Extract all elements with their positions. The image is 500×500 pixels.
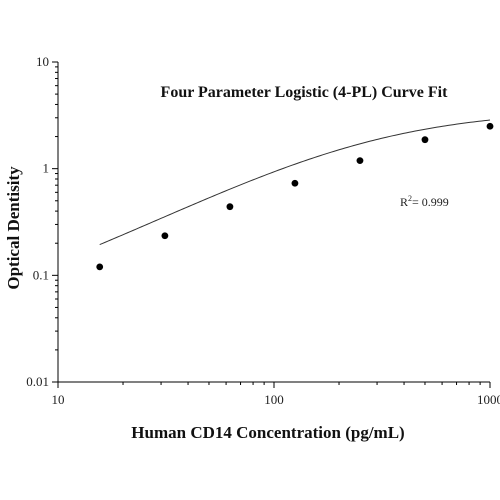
x-tick-label: 1000: [477, 392, 500, 407]
r-value: = 0.999: [412, 195, 449, 209]
y-tick-label: 0.01: [26, 374, 49, 389]
data-point: [421, 136, 429, 144]
data-point: [356, 157, 364, 165]
x-axis-title: Human CD14 Concentration (pg/mL): [131, 423, 404, 442]
r-superscript: 2: [408, 194, 412, 203]
y-tick-label: 0.1: [33, 267, 49, 282]
fit-curve-layer: [99, 119, 491, 246]
y-axis-title: Optical Dentisity: [4, 166, 23, 290]
data-point: [96, 263, 104, 271]
y-tick-label: 10: [36, 54, 49, 69]
data-point: [291, 179, 299, 187]
r-squared-annotation: R2= 0.999: [400, 194, 449, 209]
data-points: [96, 122, 494, 271]
axes: 10 100 1000 10 1 0.1 0.01: [26, 54, 500, 407]
y-tick-label: 1: [43, 161, 50, 176]
data-point: [486, 122, 494, 130]
fit-curve: [99, 119, 491, 246]
data-point: [161, 232, 169, 240]
chart-title: Four Parameter Logistic (4-PL) Curve Fit: [161, 84, 449, 101]
x-tick-label: 10: [52, 392, 65, 407]
data-point: [226, 203, 234, 211]
r-label: R: [400, 195, 408, 209]
text-layer: Four Parameter Logistic (4-PL) Curve Fit…: [4, 84, 449, 442]
x-tick-label: 100: [264, 392, 284, 407]
